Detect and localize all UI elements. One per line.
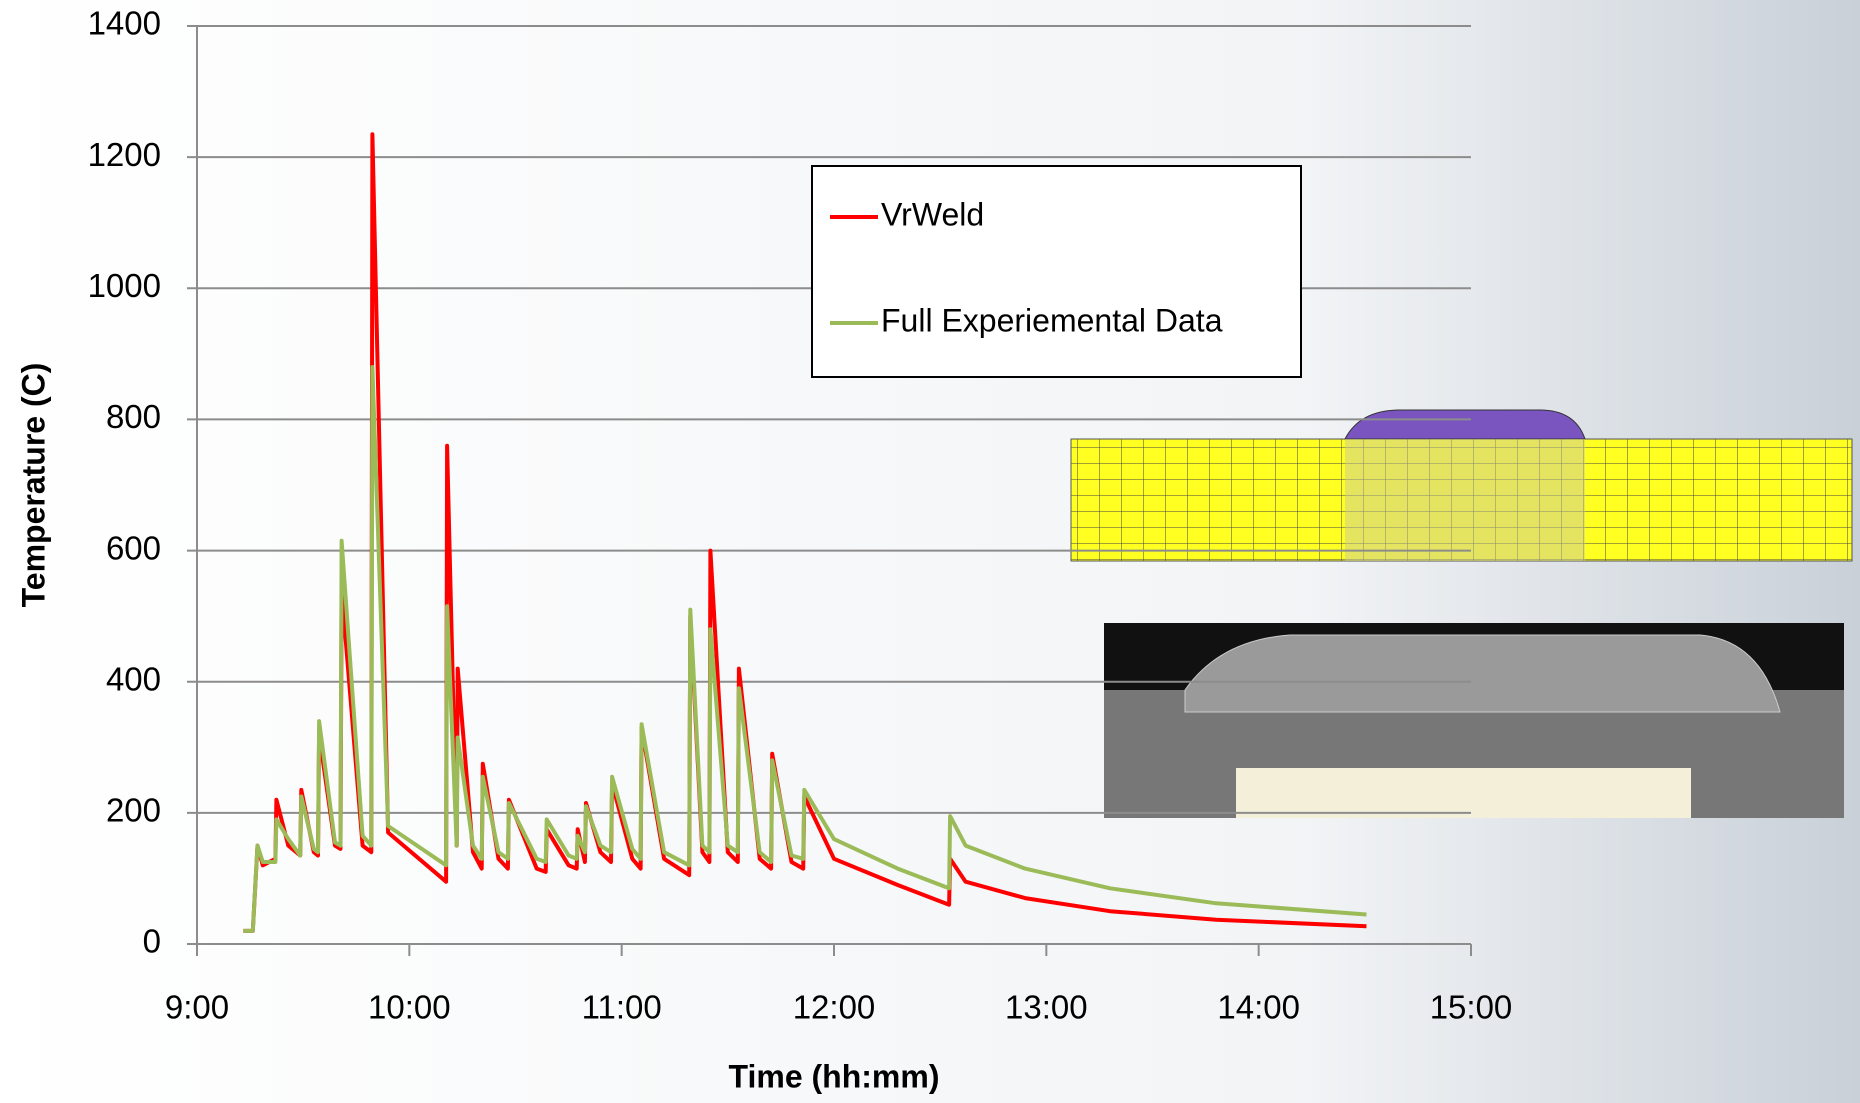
y-tick-label: 200: [106, 792, 161, 829]
x-tick-label: 14:00: [1217, 989, 1300, 1026]
y-tick-label: 800: [106, 398, 161, 435]
x-tick-label: 9:00: [165, 989, 229, 1026]
x-tick-label: 11:00: [582, 989, 662, 1026]
x-axis-title: Time (hh:mm): [729, 1058, 940, 1094]
legend-label: Full Experiemental Data: [881, 302, 1223, 338]
x-tick-label: 13:00: [1005, 989, 1088, 1026]
y-tick-label: 0: [143, 923, 161, 960]
legend-label: VrWeld: [881, 196, 984, 232]
y-tick-label: 600: [106, 529, 161, 566]
x-tick-label: 15:00: [1430, 989, 1513, 1026]
y-tick-label: 1000: [88, 267, 161, 304]
y-tick-label: 1400: [88, 5, 161, 42]
y-tick-label: 1200: [88, 136, 161, 173]
x-tick-label: 10:00: [368, 989, 451, 1026]
page: {"chart_data": {"type": "line", "x_label…: [0, 0, 1860, 1103]
x-tick-label: 12:00: [793, 989, 876, 1026]
y-tick-label: 400: [106, 660, 161, 697]
y-axis-title: Temperature (C): [15, 363, 51, 608]
weld-photo: [1104, 623, 1844, 818]
chart: Temperature (C) Time (hh:mm) 0 200 400 600 8…: [0, 0, 1860, 1103]
